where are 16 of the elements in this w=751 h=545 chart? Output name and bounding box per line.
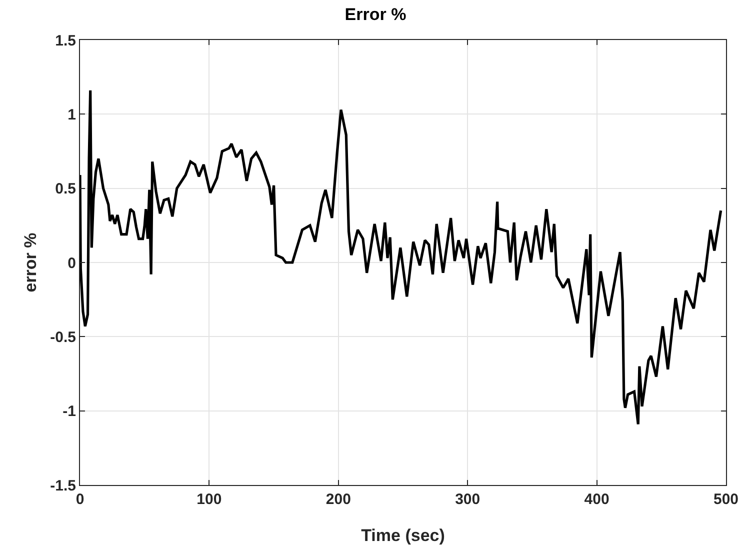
x-tick-label: 100 — [196, 491, 222, 508]
y-tick-label: 1 — [68, 106, 76, 124]
x-tick-label: 200 — [326, 491, 351, 508]
y-tick-label: 0 — [68, 254, 76, 272]
x-tick-label: 300 — [455, 491, 480, 508]
y-tick-label: -0.5 — [50, 328, 76, 346]
chart-title: Error % — [344, 5, 406, 24]
y-axis-title: error % — [21, 232, 40, 292]
y-tick-label: 0.5 — [55, 180, 76, 198]
x-tick-label: 500 — [713, 491, 739, 508]
x-tick-label: 400 — [584, 491, 610, 508]
y-tick-label: 1.5 — [55, 32, 76, 50]
x-axis-title: Time (sec) — [361, 526, 445, 545]
y-tick-label: -1.5 — [50, 477, 76, 494]
y-tick-label: -1 — [62, 403, 76, 420]
line-series — [80, 89, 722, 426]
